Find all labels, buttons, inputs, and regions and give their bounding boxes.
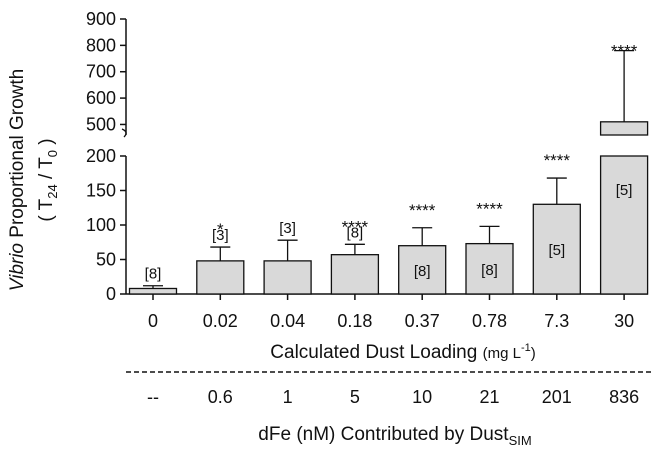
bar: [465, 242, 514, 295]
x-tick-label: 0: [148, 311, 158, 331]
y-axis-title-line2: ( T24 / T0 ): [36, 138, 60, 221]
x-tick-label: 0.78: [472, 311, 507, 331]
significance-label: *: [217, 220, 224, 239]
y-tick-label: 500: [86, 114, 116, 134]
y-tick-label: 900: [86, 9, 116, 29]
n-label: [5]: [616, 182, 633, 199]
y-tick-label: 600: [86, 88, 116, 108]
y-tick-label: 200: [86, 146, 116, 166]
dfe-value: 10: [412, 387, 432, 407]
n-label: [8]: [481, 262, 498, 279]
x-tick-label: 0.04: [270, 311, 305, 331]
x-tick-label: 30: [614, 311, 634, 331]
dfe-value: 21: [479, 387, 499, 407]
dfe-values-row: -- 0.6 1 5 10 21 201 836: [147, 387, 639, 407]
bar: [196, 260, 245, 295]
y-tick-label: 100: [86, 215, 116, 235]
n-label: [3]: [212, 227, 229, 244]
y-tick-label: 50: [96, 250, 116, 270]
bar: [599, 155, 649, 295]
bars: [128, 49, 649, 295]
y-tick-label: 700: [86, 62, 116, 82]
dfe-value: 0.6: [208, 387, 233, 407]
x-tick-label: 7.3: [544, 311, 569, 331]
significance-label: ****: [409, 201, 436, 220]
y-tick-label: 800: [86, 35, 116, 55]
y-axis-title-2: ( T24 / T0 ): [36, 138, 60, 221]
significance-label: ****: [476, 199, 503, 218]
y-tick-label: 0: [106, 284, 116, 304]
dfe-value: 5: [350, 387, 360, 407]
dfe-value: --: [147, 387, 159, 407]
dfe-value: 201: [542, 387, 572, 407]
dfe-value: 836: [609, 387, 639, 407]
y-tick-label: 150: [86, 181, 116, 201]
bar: [330, 254, 380, 295]
bar-labels: [8][3]* [3] [8]****[8]****[8]****[5]****[5…: [145, 42, 638, 283]
x-axis-title: Calculated Dust Loading (mg L-1): [270, 342, 535, 363]
n-label: [5]: [548, 242, 565, 259]
significance-label: ****: [544, 151, 571, 170]
significance-label: ****: [611, 42, 638, 61]
n-label: [8]: [145, 266, 162, 283]
x-tick-label: 0.18: [337, 311, 372, 331]
x-tick-label: 0.37: [405, 311, 440, 331]
dfe-value: 1: [283, 387, 293, 407]
bar: [263, 260, 312, 295]
axis-break-mark: [121, 128, 127, 138]
dfe-axis-title: dFe (nM) Contributed by DustSIM: [258, 424, 531, 447]
y-axis-title: Vibrio Proportional Growth: [7, 69, 28, 291]
bar-upper-segment: [599, 121, 649, 136]
y-axis-title-line1: Vibrio Proportional Growth: [7, 69, 28, 291]
n-label: [8]: [347, 224, 364, 241]
significance-label: ****: [342, 217, 369, 236]
n-label: [8]: [414, 263, 431, 280]
bar: [128, 287, 178, 295]
n-label: [3]: [279, 220, 296, 237]
bar: [532, 203, 581, 295]
x-tick-label: 0.02: [203, 311, 238, 331]
axes: 0 50 100 150 200 500 600 700 800 900 0 0.02 0.04 0.18…: [86, 9, 648, 331]
